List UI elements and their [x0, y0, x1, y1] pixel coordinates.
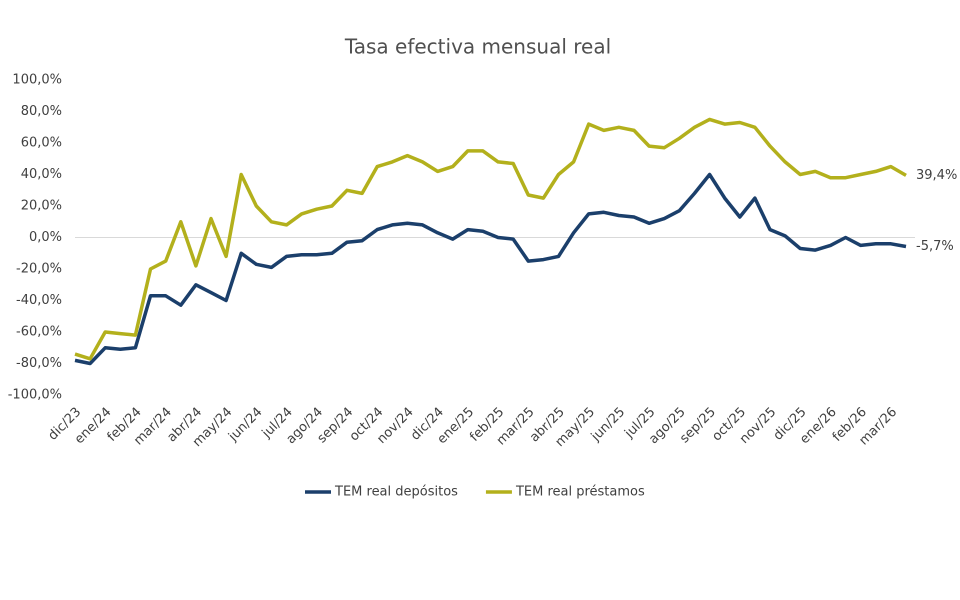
legend-label: TEM real depósitos	[334, 485, 458, 500]
y-tick-label: 80,0%	[21, 104, 62, 119]
y-tick-label: -20,0%	[16, 262, 62, 277]
y-tick-label: -100,0%	[8, 388, 62, 403]
y-tick-label: 60,0%	[21, 136, 62, 151]
data-label: 39,4%	[916, 168, 957, 183]
legend-label: TEM real préstamos	[515, 485, 645, 500]
y-tick-label: 20,0%	[21, 199, 62, 214]
x-tick-label: jun/24	[225, 405, 265, 445]
x-tick-label: jun/25	[588, 405, 628, 445]
y-tick-label: -80,0%	[16, 356, 62, 371]
y-tick-label: 0,0%	[29, 230, 62, 245]
y-tick-label: 40,0%	[21, 167, 62, 182]
y-tick-label: -40,0%	[16, 293, 62, 308]
data-line	[74, 117, 907, 361]
data-line	[74, 172, 907, 366]
chart-title: Tasa efectiva mensual real	[344, 35, 611, 59]
y-tick-label: -60,0%	[16, 325, 62, 340]
y-tick-label: 100,0%	[12, 73, 62, 88]
data-label: -5,7%	[916, 239, 954, 254]
